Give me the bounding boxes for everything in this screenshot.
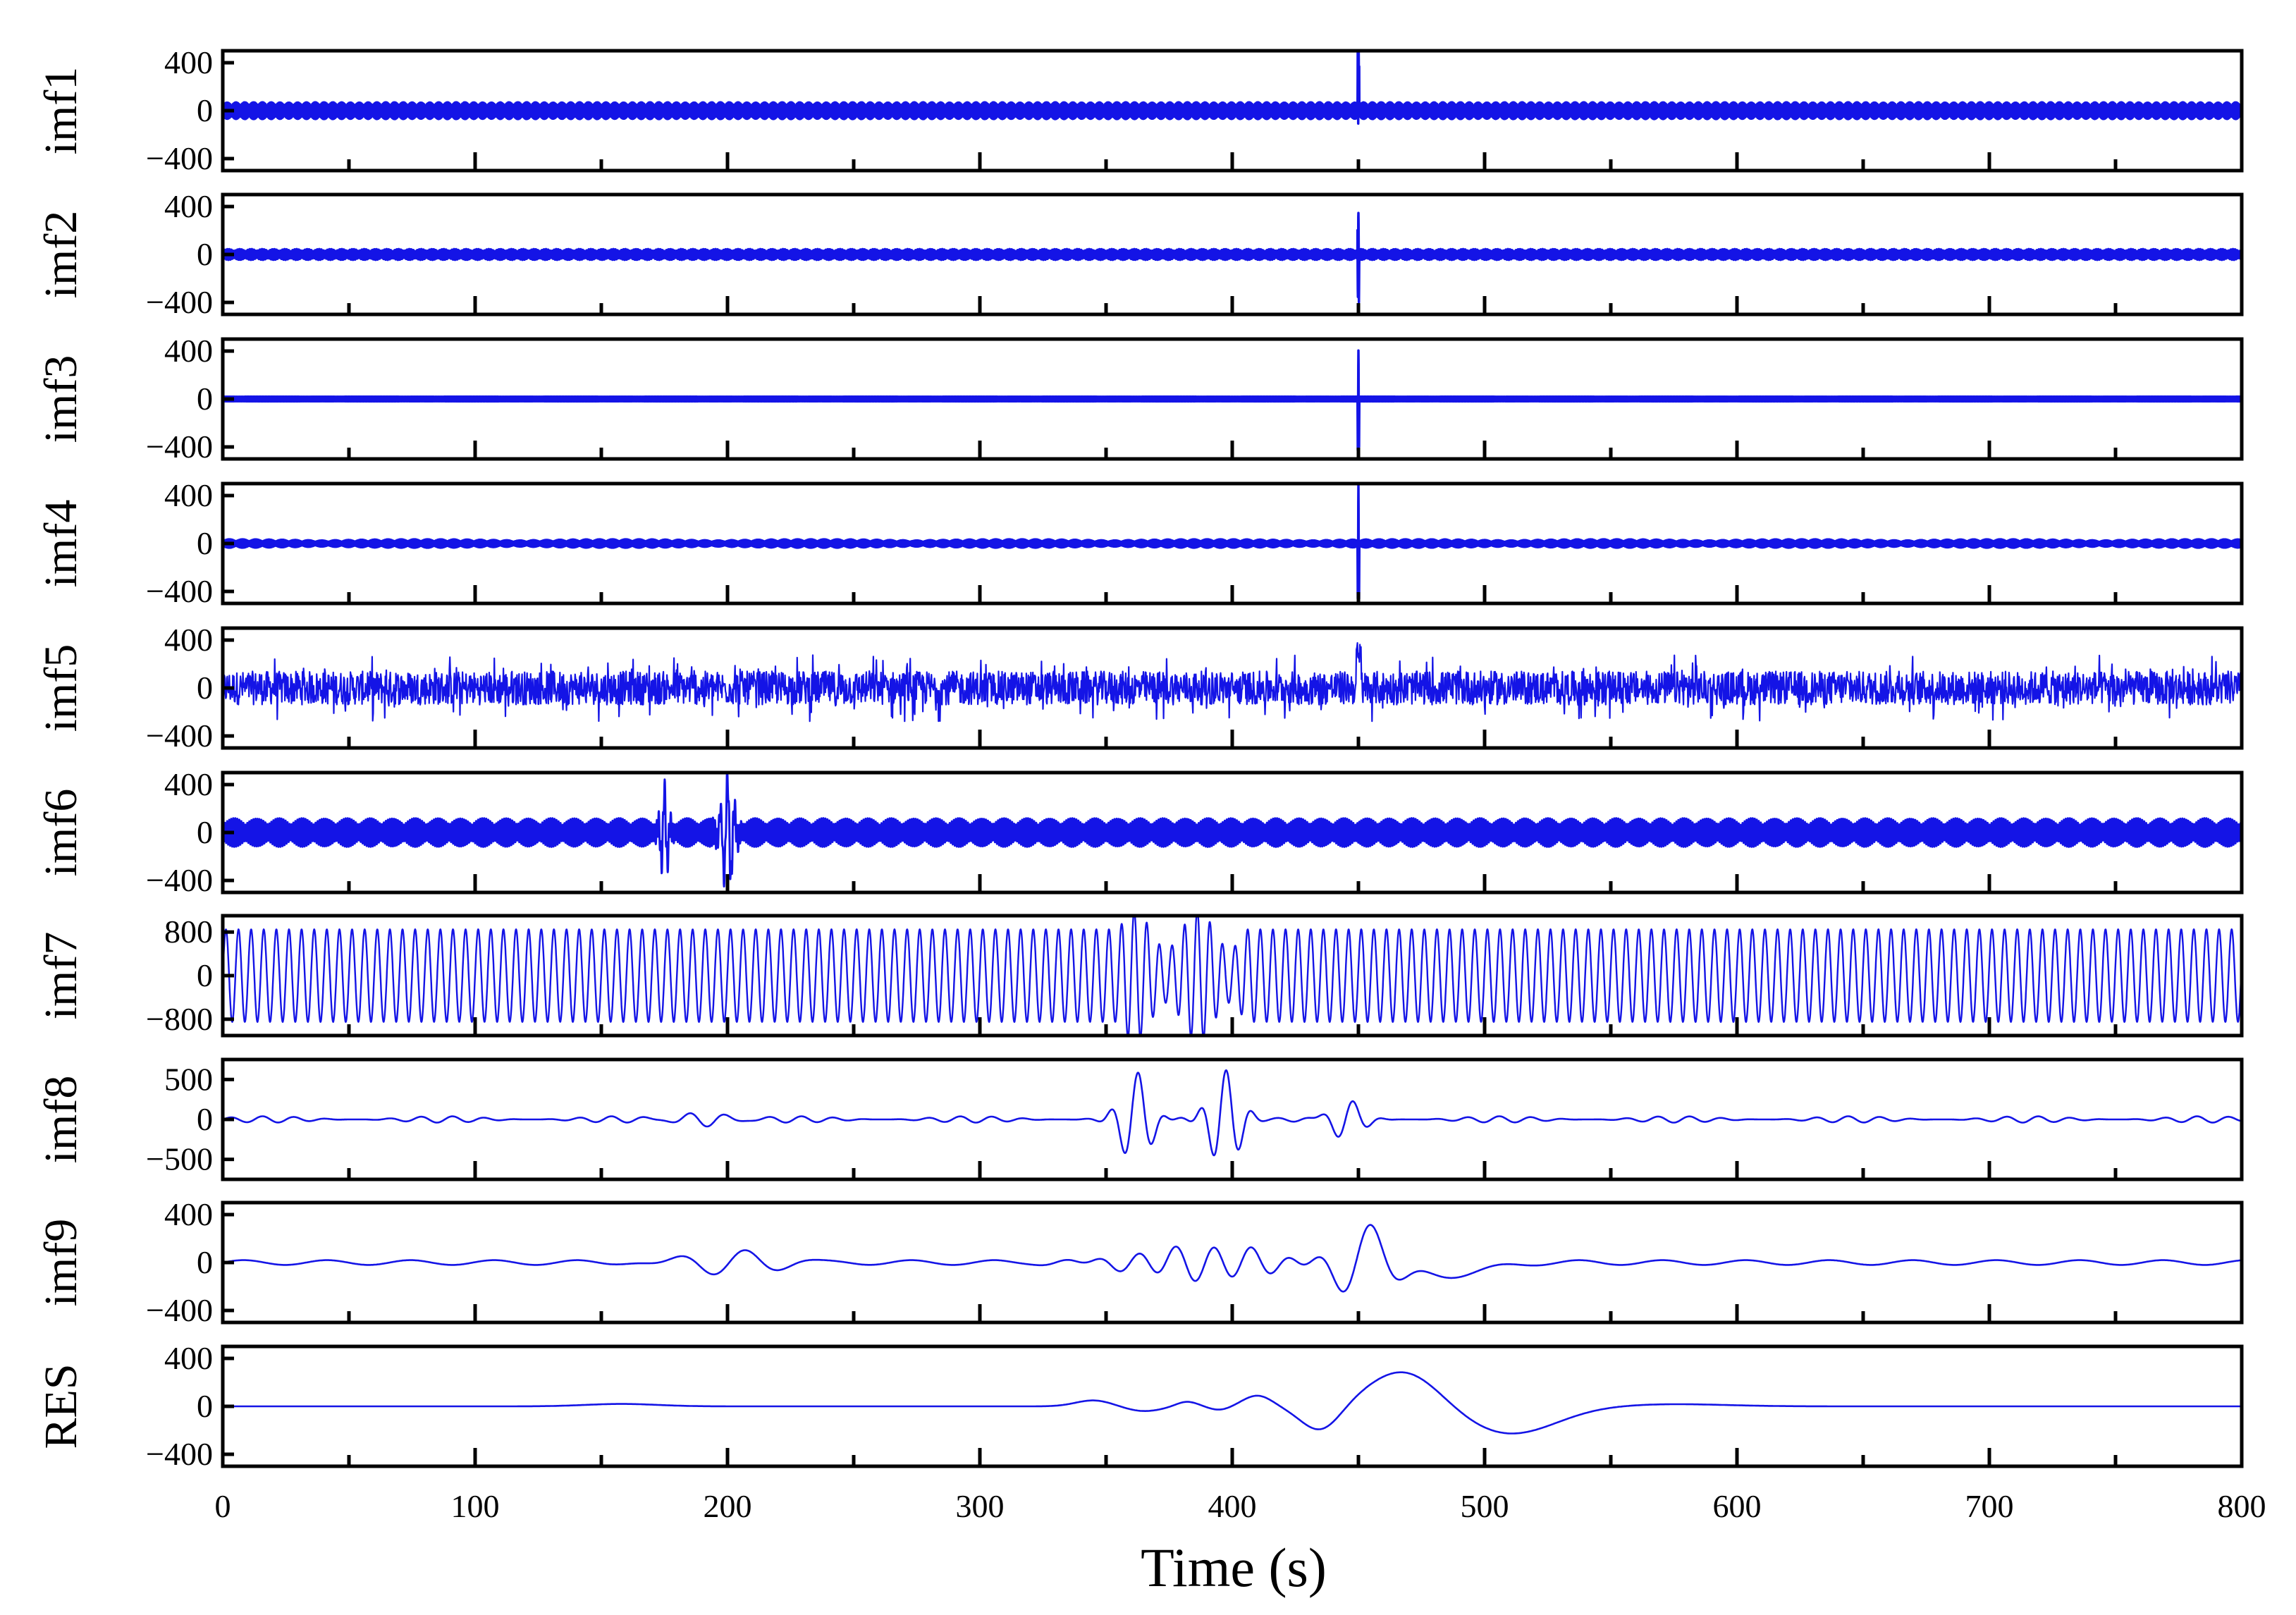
x-axis: 0 100 200 300 400 500 600 700 800 [215, 1488, 2266, 1524]
series-line-imf4 [221, 484, 2243, 601]
y-axis-label-imf6: imf6 [35, 789, 87, 877]
y-tick-label-imf9: −400 [146, 1292, 213, 1328]
series-line-RES [223, 1371, 2242, 1435]
series-line-imf6 [221, 771, 2243, 888]
y-tick-label-imf4: −400 [146, 573, 213, 609]
y-tick-label-imf3: 400 [164, 333, 213, 369]
y-axis-label-imf7: imf7 [35, 932, 87, 1020]
y-tick-label-imf6: 0 [197, 814, 213, 850]
y-tick-label-imf5: −400 [146, 718, 213, 754]
x-tick-label: 100 [451, 1488, 500, 1524]
y-tick-label-imf6: −400 [146, 862, 213, 898]
y-tick-label-imf1: 0 [197, 92, 213, 128]
subplot-imf5: imf5 400 0 −400 [35, 622, 2244, 754]
x-tick-label: 800 [2218, 1488, 2266, 1524]
y-axis-label-imf1: imf1 [35, 67, 87, 155]
subplot-imf9: imf9 400 0 −400 [35, 1196, 2244, 1328]
x-tick-label: 500 [1461, 1488, 1509, 1524]
y-tick-label-imf2: 400 [164, 188, 213, 224]
y-axis-label-imf5: imf5 [35, 644, 87, 732]
y-tick-label-imf4: 0 [197, 525, 213, 561]
y-tick-label-imf8: 0 [197, 1101, 213, 1137]
series-line-imf9 [222, 1224, 2242, 1293]
y-tick-label-imf5: 400 [164, 622, 213, 658]
y-tick-label-imf7: −800 [146, 1001, 213, 1037]
y-axis-label-RES: RES [35, 1363, 87, 1449]
y-tick-label-imf8: −500 [146, 1141, 213, 1177]
y-axis-label-imf4: imf4 [35, 500, 87, 588]
y-tick-label-imf5: 0 [197, 670, 213, 706]
y-tick-label-imf2: −400 [146, 284, 213, 320]
subplot-imf1: imf1 400 0 −400 [35, 44, 2244, 176]
y-axis-label-imf2: imf2 [35, 211, 87, 299]
subplot-RES: RES 400 0 −400 [35, 1340, 2244, 1472]
y-tick-label-imf4: 400 [164, 477, 213, 513]
series-line-imf2 [221, 211, 2243, 304]
y-tick-label-imf3: 0 [197, 381, 213, 417]
series-line-imf8 [222, 1069, 2242, 1157]
subplot-imf4: imf4 400 0 −400 [35, 477, 2244, 609]
y-tick-label-imf9: 400 [164, 1196, 213, 1232]
y-axis-label-imf9: imf9 [35, 1219, 87, 1307]
y-tick-label-imf1: −400 [146, 140, 213, 176]
subplot-imf2: imf2 400 0 −400 [35, 188, 2244, 320]
y-tick-label-RES: 0 [197, 1388, 213, 1424]
x-tick-label: 600 [1713, 1488, 1762, 1524]
x-tick-label: 200 [704, 1488, 752, 1524]
y-tick-label-imf9: 0 [197, 1244, 213, 1280]
x-tick-label: 400 [1208, 1488, 1257, 1524]
series-line-imf1 [221, 49, 2243, 125]
y-tick-label-RES: 400 [164, 1340, 213, 1376]
y-tick-label-imf7: 800 [164, 914, 213, 950]
y-tick-label-imf2: 0 [197, 236, 213, 272]
series-line-imf7 [221, 914, 2243, 1037]
series-line-imf3 [221, 349, 2243, 452]
subplot-imf6: imf6 400 0 −400 [35, 766, 2244, 898]
y-tick-label-imf3: −400 [146, 429, 213, 465]
x-tick-label: 300 [956, 1488, 1005, 1524]
y-axis-label-imf3: imf3 [35, 355, 87, 443]
x-axis-label: Time (s) [1141, 1537, 1327, 1598]
y-tick-label-imf6: 400 [164, 766, 213, 802]
series-line-imf5 [221, 641, 2243, 723]
x-tick-label: 700 [1965, 1488, 2014, 1524]
y-tick-label-imf1: 400 [164, 44, 213, 80]
y-axis-label-imf8: imf8 [35, 1076, 87, 1164]
y-tick-label-RES: −400 [146, 1436, 213, 1472]
y-tick-label-imf7: 0 [197, 957, 213, 993]
y-tick-label-imf8: 500 [164, 1061, 213, 1097]
subplot-imf7: imf7 800 0 −800 [35, 914, 2244, 1038]
subplots-group: imf14000−400imf24000−400imf34000−400imf4… [35, 44, 2244, 1472]
x-tick-label: 0 [215, 1488, 231, 1524]
subplot-imf3: imf3 400 0 −400 [35, 333, 2244, 465]
subplot-imf8: imf8 500 0 −500 [35, 1057, 2244, 1181]
